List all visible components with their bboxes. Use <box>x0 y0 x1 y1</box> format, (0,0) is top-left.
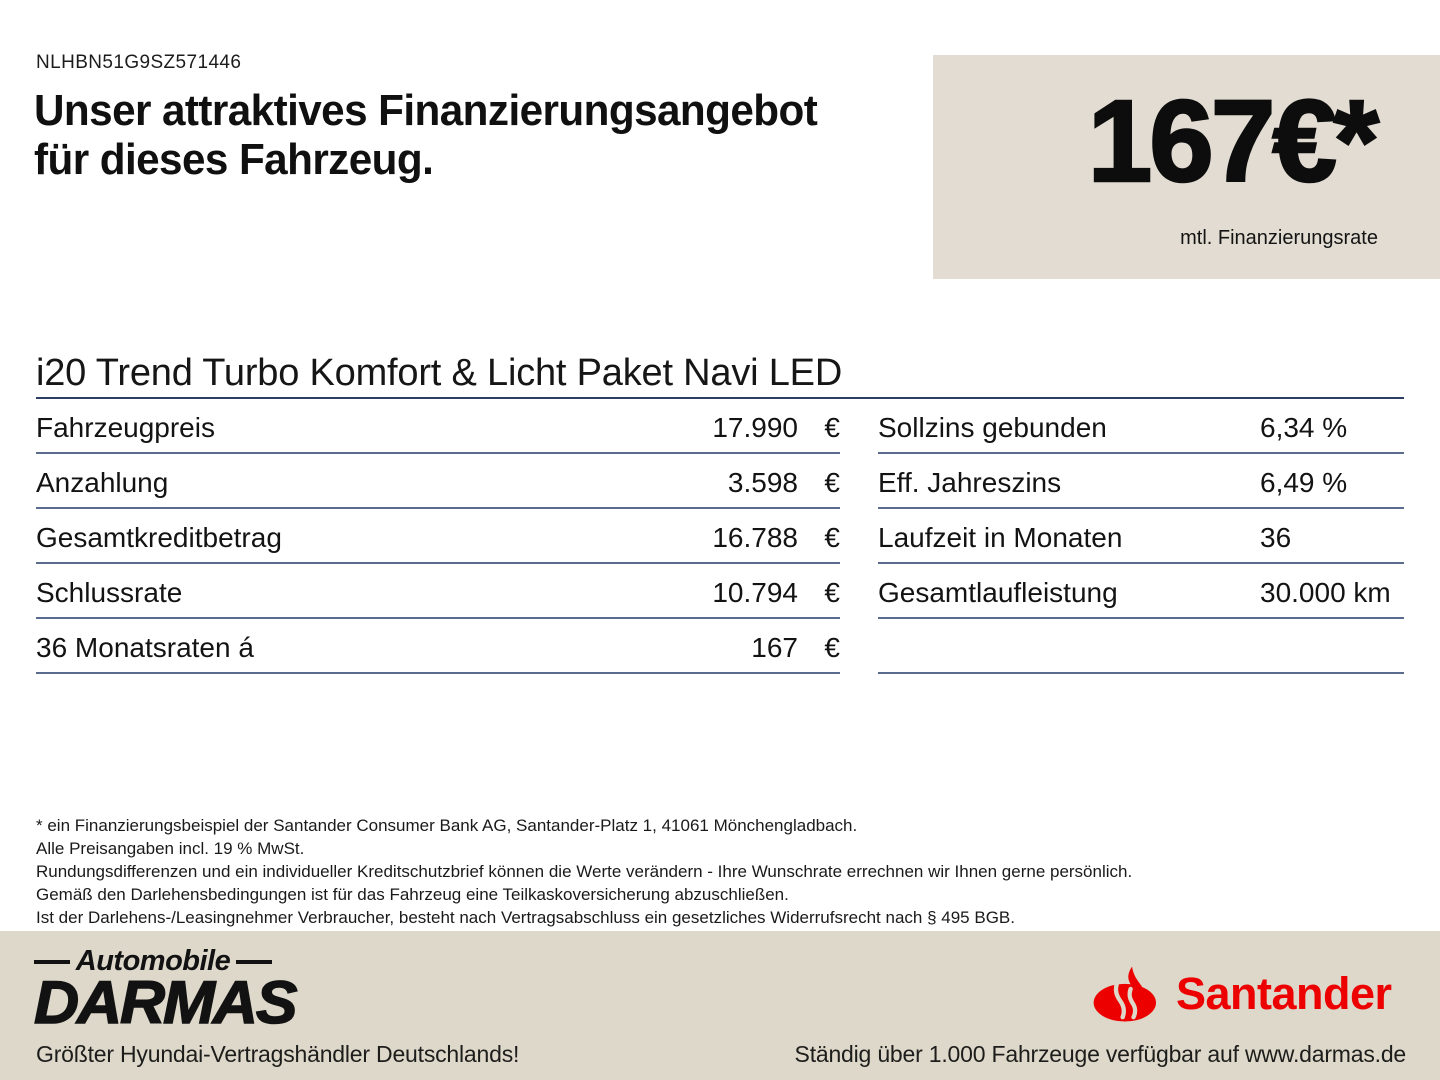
table-row-fahrzeugpreis: Fahrzeugpreis 17.990 € <box>36 399 840 454</box>
row-unit: € <box>824 412 840 443</box>
row-label: Eff. Jahreszins <box>878 467 1062 498</box>
row-label: Gesamtkreditbetrag <box>36 522 282 553</box>
fine-print-line: * ein Finanzierungsbeispiel der Santande… <box>36 816 858 835</box>
bank-claim-text: Ständig über 1.000 Fahrzeuge verfügbar a… <box>794 1041 1407 1067</box>
row-value: 6,34 % <box>1260 412 1348 443</box>
row-label: Laufzeit in Monaten <box>878 522 1123 553</box>
fine-print: * ein Finanzierungsbeispiel der Santande… <box>36 814 1132 929</box>
row-unit: € <box>824 522 840 553</box>
title-divider <box>36 397 1404 399</box>
table-row-gesamtkreditbetrag: Gesamtkreditbetrag 16.788 € <box>36 509 840 564</box>
table-row-empty <box>878 619 1404 674</box>
row-value: 3.598 <box>727 467 798 498</box>
monthly-rate-box: 167€* mtl. Finanzierungsrate <box>933 55 1440 279</box>
row-unit: € <box>824 632 840 663</box>
table-row-sollzins: Sollzins gebunden 6,34 % <box>878 399 1404 454</box>
row-label: Sollzins gebunden <box>878 412 1107 443</box>
row-value: 30.000 km <box>1260 577 1391 608</box>
fine-print-line: Rundungsdifferenzen und ein individuelle… <box>36 862 1133 881</box>
vin-number: NLHBN51G9SZ571446 <box>36 52 242 73</box>
logo-rule-left <box>34 959 70 964</box>
page-title-line1: Unser attraktives Finanzierungsangebot <box>34 86 818 135</box>
row-value: 167 <box>751 632 798 663</box>
darmas-logo: Automobile DARMAS <box>33 945 298 1033</box>
row-value: 16.788 <box>712 522 798 553</box>
monthly-rate-amount: 167€* <box>1087 76 1381 206</box>
table-row-gesamtlaufleistung: Gesamtlaufleistung 30.000 km <box>878 564 1404 619</box>
santander-logo: Santander <box>1090 965 1392 1023</box>
row-label: Schlussrate <box>36 577 183 608</box>
row-label: Fahrzeugpreis <box>36 412 215 443</box>
fine-print-line: Gemäß den Darlehensbedingungen ist für d… <box>36 885 789 904</box>
row-value: 6,49 % <box>1260 467 1348 498</box>
footer: Automobile DARMAS Größter Hyundai-Vertra… <box>0 931 1440 1080</box>
row-label: Gesamtlaufleistung <box>878 577 1118 608</box>
page-title: Unser attraktives Finanzierungsangebot f… <box>34 86 818 184</box>
santander-flame-icon <box>1093 966 1156 1022</box>
fine-print-line: Ist der Darlehens-/Leasingnehmer Verbrau… <box>36 908 1015 927</box>
table-row-monatsraten: 36 Monatsraten á 167 € <box>36 619 840 674</box>
table-row-laufzeit: Laufzeit in Monaten 36 <box>878 509 1404 564</box>
row-label: Anzahlung <box>36 467 169 498</box>
darmas-logo-wordmark: DARMAS <box>33 969 298 1036</box>
dealer-claim-text: Größter Hyundai-Vertragshändler Deutschl… <box>36 1041 520 1067</box>
table-row-schlussrate: Schlussrate 10.794 € <box>36 564 840 619</box>
monthly-rate-caption: mtl. Finanzierungsrate <box>1180 227 1378 249</box>
vehicle-title: i20 Trend Turbo Komfort & Licht Paket Na… <box>36 352 843 394</box>
page-title-line2: für dieses Fahrzeug. <box>34 135 434 184</box>
santander-wordmark: Santander <box>1176 968 1392 1019</box>
row-unit: € <box>824 467 840 498</box>
darmas-logo-top: Automobile <box>34 945 272 978</box>
darmas-logo-automobile: Automobile <box>75 945 231 977</box>
row-value: 36 <box>1260 522 1292 553</box>
finance-table: Fahrzeugpreis 17.990 € Sollzins gebunden… <box>36 399 1404 674</box>
row-unit: € <box>824 577 840 608</box>
table-row-anzahlung: Anzahlung 3.598 € <box>36 454 840 509</box>
row-label: 36 Monatsraten á <box>36 632 254 663</box>
table-row-eff-jahreszins: Eff. Jahreszins 6,49 % <box>878 454 1404 509</box>
fine-print-line: Alle Preisangaben incl. 19 % MwSt. <box>36 839 305 858</box>
logo-rule-right <box>236 959 272 964</box>
row-value: 17.990 <box>712 412 798 443</box>
row-value: 10.794 <box>712 577 798 608</box>
